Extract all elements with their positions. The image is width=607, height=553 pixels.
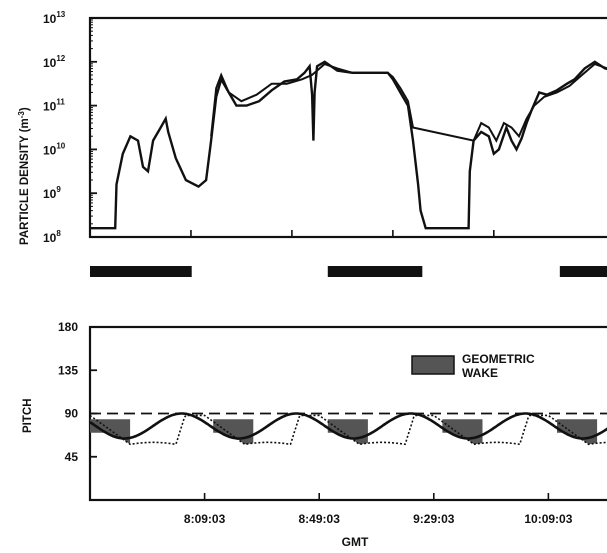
legend-wake-swatch <box>411 355 455 375</box>
pitch-y-ticks: 45 90 135 180 <box>58 320 97 464</box>
pitch-x-tick-label: 8:49:03 <box>299 512 341 526</box>
density-y-tick-exponent: 12 <box>56 54 65 63</box>
density-y-tick-exponent: 13 <box>56 10 65 19</box>
density-y-axis-label: PARTICLE DENSITY (m-3) <box>17 107 31 245</box>
density-y-tick-exponent: 8 <box>56 229 61 238</box>
pitch-x-ticks: 8:09:03 8:49:03 9:29:03 10:09:03 <box>184 493 573 526</box>
pitch-y-axis-label: PITCH <box>22 399 34 434</box>
density-y-tick-label: 109 <box>43 185 61 201</box>
density-y-tick-exponent: 10 <box>56 141 65 150</box>
eclipse-bar <box>559 266 607 277</box>
density-series-2 <box>210 62 607 143</box>
density-y-tick-label: 1011 <box>43 98 65 114</box>
pitch-y-tick-label: 45 <box>65 450 79 464</box>
legend-label-line2: WAKE <box>462 366 498 380</box>
pitch-x-axis-label: GMT <box>342 535 369 549</box>
density-y-tick-label: 1013 <box>43 10 66 26</box>
pitch-panel: 45 90 135 180 8:09:03 8:49:03 9:29:03 10:09:03… <box>22 320 607 549</box>
legend-label-line1: GEOMETRIC <box>462 352 535 366</box>
density-y-tick-label: 1010 <box>43 141 66 157</box>
pitch-y-tick-label: 180 <box>58 320 78 334</box>
density-x-ticks <box>190 230 495 237</box>
geometric-wake-region <box>90 419 131 445</box>
eclipse-bars <box>90 266 607 277</box>
pitch-y-tick-label: 135 <box>58 363 78 377</box>
pitch-x-tick-label: 8:09:03 <box>184 512 226 526</box>
eclipse-bar <box>327 266 423 277</box>
density-y-tick-exponent: 9 <box>56 185 61 194</box>
legend: GEOMETRIC WAKE <box>411 352 535 380</box>
pitch-x-tick-label: 10:09:03 <box>524 512 572 526</box>
pitch-dotted-curve <box>89 414 607 446</box>
density-y-tick-label: 1012 <box>43 54 66 70</box>
pitch-solid-curve <box>89 412 607 440</box>
pitch-x-tick-label: 9:29:03 <box>413 512 455 526</box>
density-lines <box>90 60 607 230</box>
pitch-y-tick-label: 90 <box>65 407 79 421</box>
density-y-tick-label: 108 <box>43 229 61 245</box>
eclipse-bar <box>90 266 192 277</box>
density-series-1 <box>90 60 607 230</box>
density-plot-frame <box>88 16 607 239</box>
density-y-tick-exponent: 11 <box>56 98 65 107</box>
